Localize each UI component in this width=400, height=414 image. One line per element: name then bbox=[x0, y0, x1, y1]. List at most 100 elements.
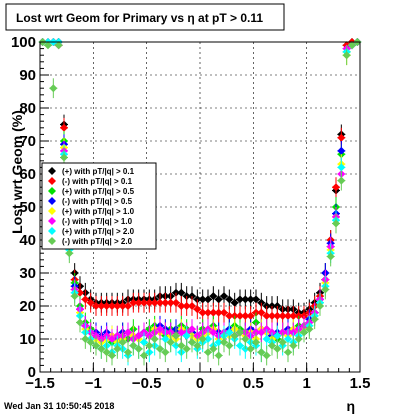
data-point bbox=[134, 298, 143, 307]
data-point bbox=[204, 348, 212, 357]
data-point bbox=[150, 335, 159, 343]
y-axis-title: Lost wrt Geom (%) bbox=[9, 110, 25, 234]
data-point bbox=[134, 331, 143, 340]
data-point bbox=[81, 335, 90, 343]
y-tick-label: 40 bbox=[19, 232, 36, 249]
data-point bbox=[60, 153, 68, 162]
data-point bbox=[214, 295, 223, 304]
legend-marker bbox=[48, 167, 56, 175]
data-point bbox=[156, 325, 164, 334]
timestamp: Wed Jan 31 10:50:45 2018 bbox=[4, 401, 114, 411]
data-point bbox=[236, 311, 244, 320]
data-point bbox=[220, 292, 228, 301]
data-point bbox=[209, 328, 218, 337]
data-point bbox=[76, 318, 84, 327]
y-tick-label: 90 bbox=[19, 67, 36, 84]
data-point bbox=[209, 344, 218, 353]
data-point bbox=[225, 341, 234, 350]
data-point bbox=[284, 335, 292, 343]
data-point bbox=[278, 311, 287, 320]
data-point bbox=[161, 348, 170, 357]
data-point bbox=[193, 341, 202, 350]
data-point bbox=[172, 298, 180, 307]
data-point bbox=[332, 183, 340, 192]
data-point bbox=[252, 295, 260, 304]
data-point bbox=[241, 295, 250, 304]
data-point bbox=[342, 51, 351, 60]
data-point bbox=[198, 308, 207, 317]
x-axis: −1.5 −1 −0.5 0 0.5 1 1.5 bbox=[25, 363, 370, 392]
data-point bbox=[140, 338, 148, 347]
data-point bbox=[268, 341, 276, 350]
data-point bbox=[337, 163, 346, 172]
data-point bbox=[257, 308, 266, 317]
data-point bbox=[262, 311, 271, 320]
data-point bbox=[300, 328, 308, 337]
data-point bbox=[140, 351, 148, 360]
legend-entry: (+) with pT/|q| > 2.0 bbox=[62, 227, 135, 236]
data-point bbox=[214, 308, 223, 317]
data-point bbox=[182, 331, 191, 340]
data-point bbox=[54, 41, 63, 50]
data-point bbox=[102, 302, 111, 310]
data-point bbox=[124, 302, 132, 310]
grid-lines bbox=[40, 42, 360, 372]
data-point bbox=[348, 41, 356, 50]
data-point bbox=[156, 298, 164, 307]
data-point bbox=[129, 341, 138, 350]
data-point bbox=[177, 302, 186, 310]
data-point bbox=[310, 315, 319, 324]
x-tick-label: 1.5 bbox=[350, 375, 371, 392]
data-point bbox=[220, 308, 228, 317]
data-point bbox=[332, 219, 340, 228]
data-point bbox=[108, 302, 116, 310]
data-point bbox=[236, 295, 244, 304]
data-point bbox=[241, 335, 250, 343]
title-box bbox=[5, 3, 285, 31]
legend-entry: (-) with pT/|q| > 1.0 bbox=[62, 217, 133, 226]
data-point bbox=[145, 341, 154, 350]
data-point bbox=[214, 351, 223, 360]
data-point bbox=[337, 176, 346, 185]
data-point bbox=[177, 288, 186, 297]
data-point bbox=[60, 123, 68, 132]
y-tick-label: 0 bbox=[28, 364, 36, 381]
data-point bbox=[70, 292, 79, 301]
data-point bbox=[262, 335, 271, 343]
data-point bbox=[193, 305, 202, 314]
data-point bbox=[225, 328, 234, 337]
legend-entry: (-) with pT/|q| > 0.1 bbox=[62, 177, 133, 186]
legend-entry: (+) with pT/|q| > 0.1 bbox=[62, 167, 135, 176]
data-point bbox=[161, 335, 170, 343]
data-point bbox=[252, 338, 260, 347]
data-point bbox=[166, 338, 175, 347]
data-point bbox=[140, 298, 148, 307]
data-point bbox=[81, 295, 90, 304]
y-tick-label: 20 bbox=[19, 298, 36, 315]
data-point bbox=[150, 298, 159, 307]
data-point bbox=[225, 311, 234, 320]
data-point bbox=[92, 302, 100, 310]
data-point bbox=[124, 348, 132, 357]
legend-marker bbox=[48, 217, 56, 225]
data-point bbox=[198, 335, 207, 343]
data-point bbox=[188, 302, 196, 310]
legend-marker bbox=[48, 237, 56, 245]
data-point bbox=[273, 311, 282, 320]
data-point bbox=[182, 302, 191, 310]
data-point bbox=[129, 298, 138, 307]
data-point bbox=[97, 302, 106, 310]
data-point bbox=[209, 308, 218, 317]
data-point bbox=[108, 335, 116, 343]
plot-frame bbox=[39, 41, 361, 373]
data-point bbox=[134, 344, 143, 353]
data-point bbox=[273, 331, 282, 340]
legend: (+) with pT/|q| > 0.1(-) with pT/|q| > 0… bbox=[41, 162, 157, 250]
legend-entry: (+) with pT/|q| > 1.0 bbox=[62, 207, 135, 216]
data-point bbox=[316, 302, 324, 310]
legend-entry: (-) with pT/|q| > 0.5 bbox=[62, 197, 133, 206]
data-point bbox=[161, 298, 170, 307]
data-point bbox=[166, 298, 175, 307]
data-point bbox=[204, 335, 212, 343]
data-point bbox=[326, 252, 335, 261]
